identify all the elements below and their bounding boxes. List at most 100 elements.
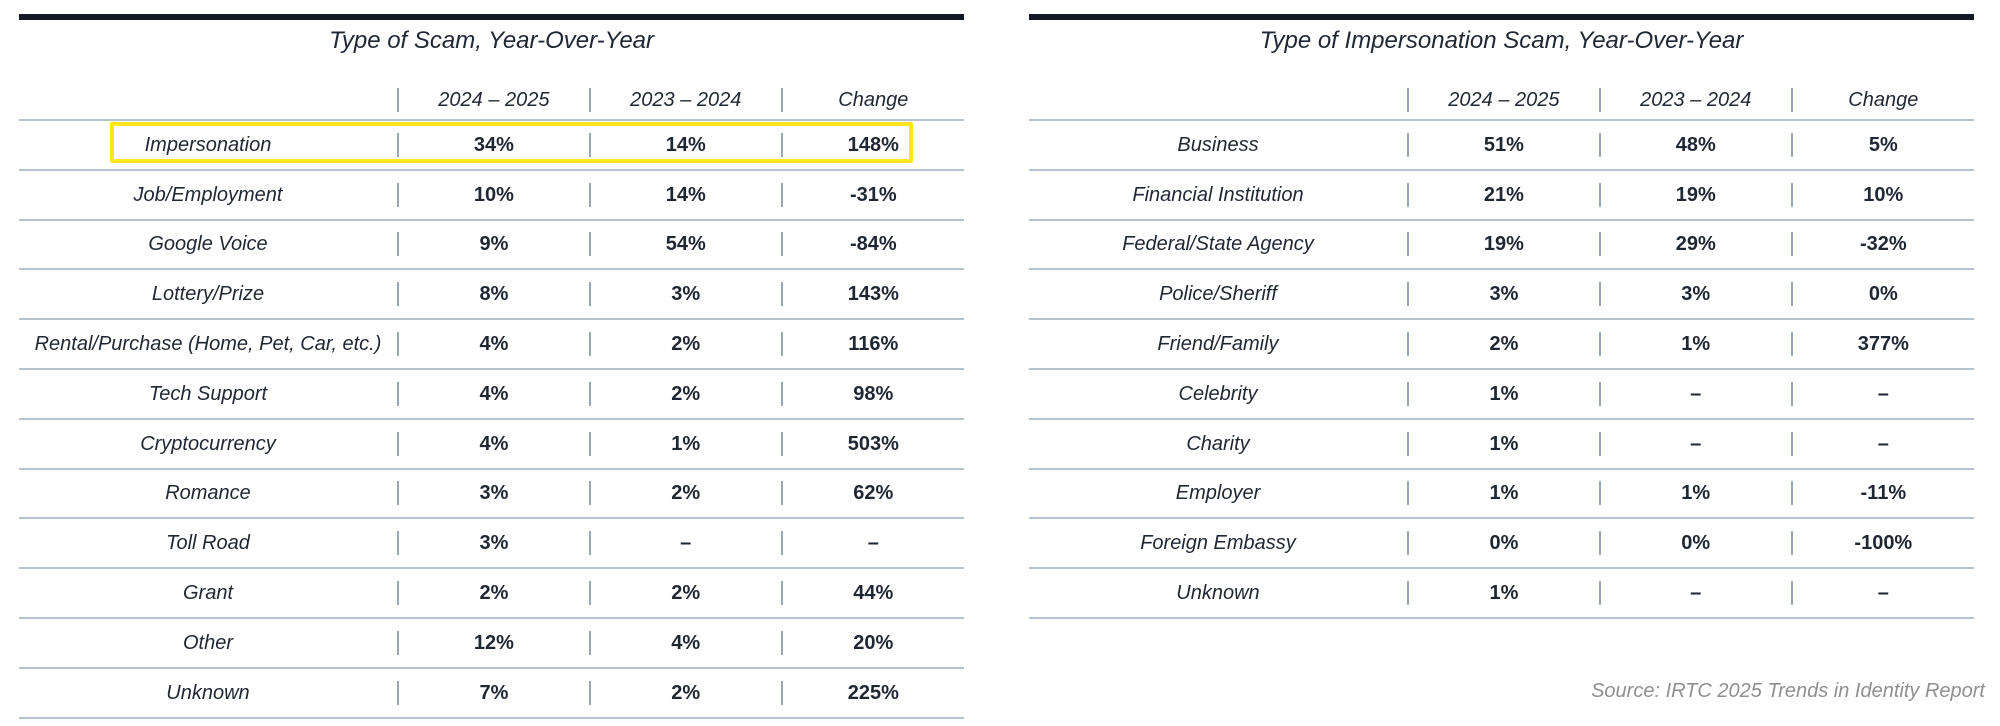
source-note: Source: IRTC 2025 Trends in Identity Rep… xyxy=(1591,680,1985,702)
row-label-cell: Unknown xyxy=(166,681,250,704)
row-label-cell: Celebrity xyxy=(1178,382,1258,405)
row-value-cell: 1% xyxy=(1407,381,1599,406)
row-label-cell: Other xyxy=(182,631,234,654)
table-row: Romance 3% 2% 62% xyxy=(19,467,964,518)
row-value-cell: 4% xyxy=(397,381,589,406)
row-label-cell: Employer xyxy=(1175,482,1261,505)
header-cell-2024-2025: 2024 – 2025 xyxy=(1407,88,1599,112)
row-value-cell: 3% xyxy=(397,481,589,506)
table-row: Impersonation 34% 14% 148% xyxy=(19,119,964,169)
row-value-cell: 62% xyxy=(780,481,964,506)
row-label-cell: Tech Support xyxy=(148,382,268,405)
panel-top-rule xyxy=(19,14,964,20)
row-value-cell: 3% xyxy=(397,531,589,556)
table-row: Federal/State Agency 19% 29% -32% xyxy=(1029,218,1974,269)
row-value-cell: 2% xyxy=(588,581,781,606)
row-label-cell: Toll Road xyxy=(166,532,250,555)
row-value-cell: – xyxy=(780,531,964,556)
table-row: Charity 1% – – xyxy=(1029,417,1974,468)
table-row: Friend/Family 2% 1% 377% xyxy=(1029,318,1974,368)
row-label-cell: Job/Employment xyxy=(133,183,283,206)
table-row: Foreign Embassy 0% 0% -100% xyxy=(1029,517,1974,567)
row-value-cell: 2% xyxy=(588,481,781,506)
row-label-cell: Romance xyxy=(165,482,251,505)
row-label-cell: Foreign Embassy xyxy=(1140,532,1296,555)
row-value-cell: – xyxy=(1598,381,1791,406)
row-value-cell: – xyxy=(588,531,781,556)
row-value-cell: -32% xyxy=(1790,232,1974,257)
row-value-cell: 0% xyxy=(1790,282,1974,307)
row-value-cell: – xyxy=(1790,581,1974,606)
row-value-cell: 2% xyxy=(397,581,589,606)
table-header-row: 2024 – 2025 2023 – 2024 Change xyxy=(1029,72,1974,119)
header-cell-change: Change xyxy=(780,88,964,112)
table-header-row: 2024 – 2025 2023 – 2024 Change xyxy=(19,72,964,119)
table-row: Rental/Purchase (Home, Pet, Car, etc.) 4%… xyxy=(19,318,964,368)
header-cell-change: Change xyxy=(1790,88,1974,112)
table-body: Impersonation 34% 14% 148% Job/Employment 10%… xyxy=(19,119,964,719)
row-value-cell: 7% xyxy=(397,680,589,705)
row-value-cell: 143% xyxy=(780,282,964,307)
table-row: Unknown 7% 2% 225% xyxy=(19,666,964,717)
row-value-cell: -100% xyxy=(1790,531,1974,556)
header-cell-2023-2024: 2023 – 2024 xyxy=(588,88,781,112)
row-value-cell: 1% xyxy=(588,431,781,456)
row-value-cell: 2% xyxy=(588,680,781,705)
table-row: Lottery/Prize 8% 3% 143% xyxy=(19,268,964,318)
row-value-cell: 225% xyxy=(780,680,964,705)
row-value-cell: 14% xyxy=(588,182,781,207)
row-value-cell: 1% xyxy=(1407,581,1599,606)
table-row: Google Voice 9% 54% -84% xyxy=(19,218,964,269)
row-value-cell: – xyxy=(1790,431,1974,456)
row-value-cell: 19% xyxy=(1598,182,1791,207)
row-label-cell: Financial Institution xyxy=(1132,183,1304,206)
row-label-cell: Police/Sheriff xyxy=(1159,283,1277,306)
row-value-cell: 0% xyxy=(1407,531,1599,556)
row-value-cell: 4% xyxy=(397,332,589,357)
row-value-cell: 2% xyxy=(1407,332,1599,357)
data-table: 2024 – 2025 2023 – 2024 Change Business 5… xyxy=(1029,72,1974,619)
row-value-cell: 1% xyxy=(1407,481,1599,506)
row-label-cell: Lottery/Prize xyxy=(151,283,265,306)
row-value-cell: 2% xyxy=(588,332,781,357)
row-label-cell: Grant xyxy=(182,582,234,605)
row-label-cell: Friend/Family xyxy=(1157,333,1279,356)
table-title: Type of Impersonation Scam, Year-Over-Ye… xyxy=(1259,27,1744,54)
row-label-cell: Business xyxy=(1177,133,1259,156)
row-value-cell: – xyxy=(1790,381,1974,406)
row-value-cell: 1% xyxy=(1598,332,1791,357)
row-value-cell: 1% xyxy=(1598,481,1791,506)
table-body: Business 51% 48% 5% Financial Institution 21%… xyxy=(1029,119,1974,619)
row-value-cell: 10% xyxy=(397,182,589,207)
table-row: Other 12% 4% 20% xyxy=(19,616,964,667)
row-value-cell: 48% xyxy=(1598,132,1791,157)
row-value-cell: 34% xyxy=(397,132,589,157)
row-value-cell: 54% xyxy=(588,232,781,257)
row-value-cell: 3% xyxy=(588,282,781,307)
row-label-cell: Federal/State Agency xyxy=(1122,233,1314,256)
row-value-cell: 98% xyxy=(780,381,964,406)
row-value-cell: 4% xyxy=(588,630,781,655)
row-value-cell: -11% xyxy=(1790,481,1974,506)
table-row: Grant 2% 2% 44% xyxy=(19,567,964,617)
row-label-cell: Impersonation xyxy=(144,133,272,156)
table-row: Unknown 1% – – xyxy=(1029,567,1974,617)
row-label-cell: Rental/Purchase (Home, Pet, Car, etc.) xyxy=(34,333,382,356)
row-value-cell: 4% xyxy=(397,431,589,456)
row-label-cell: Google Voice xyxy=(148,233,268,256)
row-value-cell: 5% xyxy=(1790,132,1974,157)
row-value-cell: 51% xyxy=(1407,132,1599,157)
table-row: Cryptocurrency 4% 1% 503% xyxy=(19,417,964,468)
table-title: Type of Scam, Year-Over-Year xyxy=(328,27,655,54)
row-value-cell: 148% xyxy=(780,132,964,157)
row-value-cell: 21% xyxy=(1407,182,1599,207)
row-value-cell: 1% xyxy=(1407,431,1599,456)
row-value-cell: 3% xyxy=(1598,282,1791,307)
row-value-cell: 116% xyxy=(780,332,964,357)
header-cell-2024-2025: 2024 – 2025 xyxy=(397,88,589,112)
row-value-cell: -31% xyxy=(780,182,964,207)
row-value-cell: -84% xyxy=(780,232,964,257)
row-value-cell: 8% xyxy=(397,282,589,307)
row-value-cell: 377% xyxy=(1790,332,1974,357)
row-value-cell: 2% xyxy=(588,381,781,406)
